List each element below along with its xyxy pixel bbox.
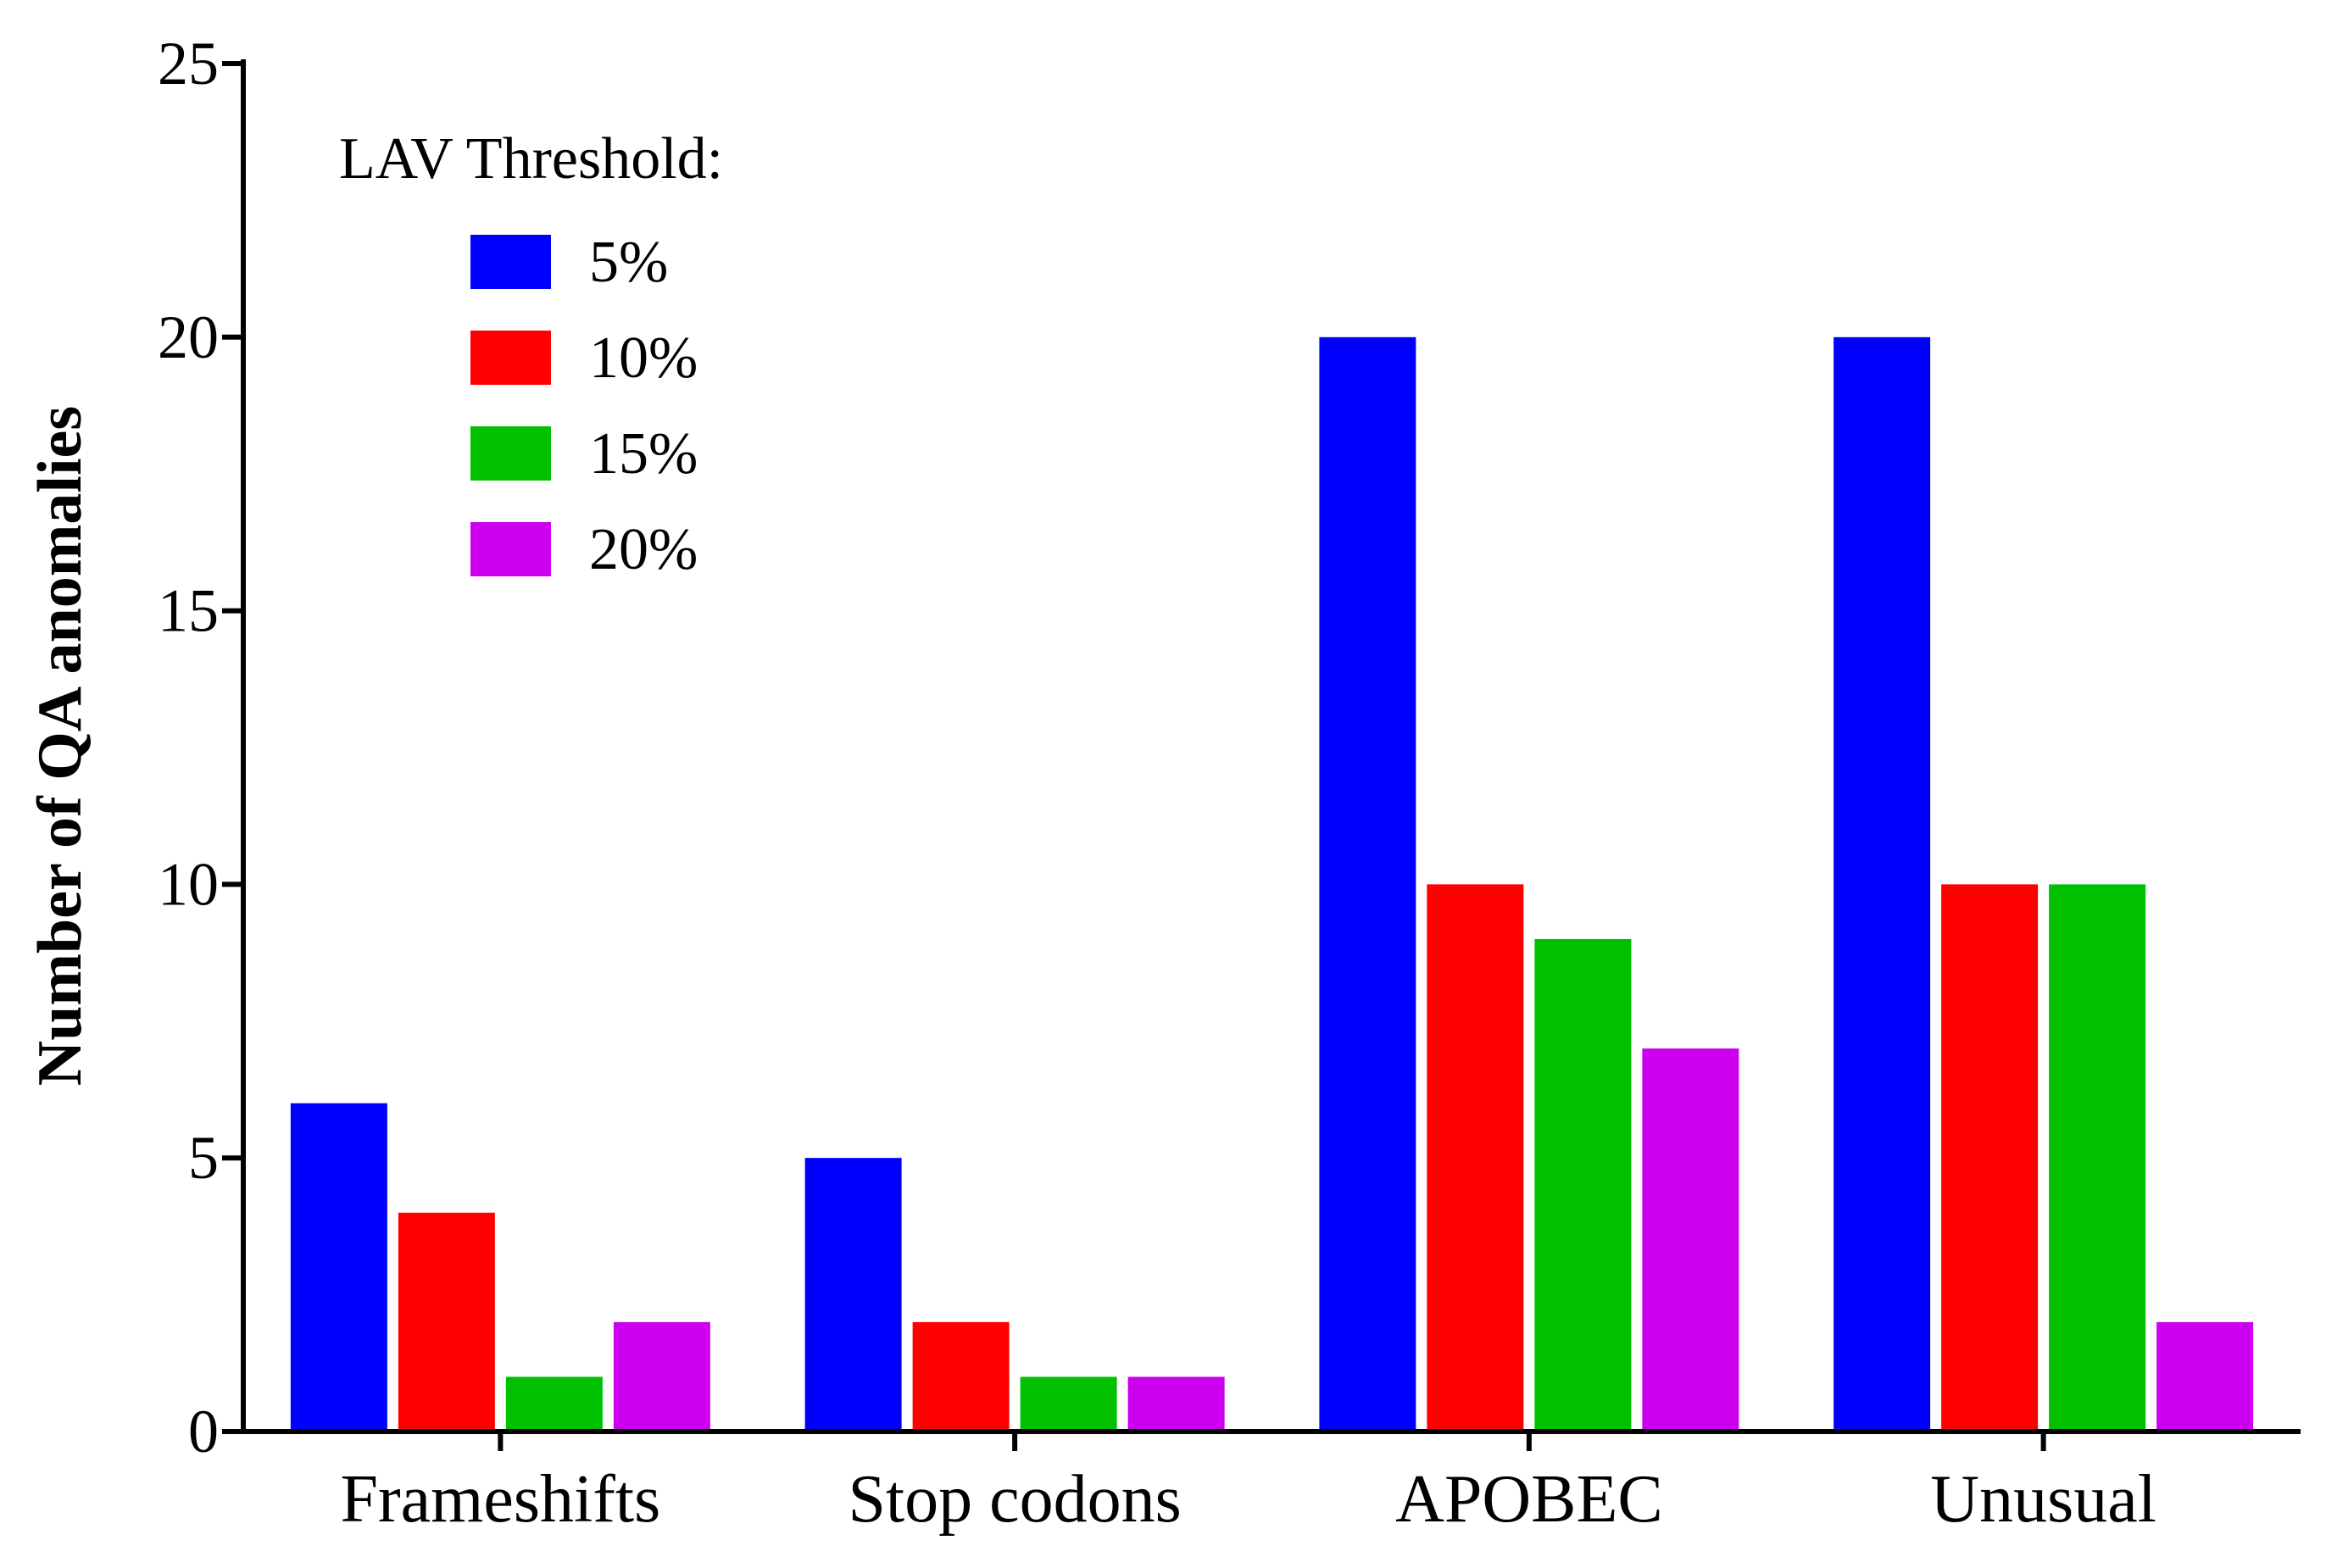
y-tick-label: 20 <box>158 303 219 371</box>
bars-layer <box>290 336 2254 1432</box>
legend-swatch <box>470 522 551 576</box>
legend-label: 15% <box>589 421 698 487</box>
legend-swatch <box>470 426 551 481</box>
y-tick-label: 0 <box>188 1398 219 1465</box>
legend: LAV Threshold: 5% 10% 15% 20% <box>339 126 723 582</box>
bar-unusual-20pct <box>2156 1321 2254 1432</box>
bar-apobec-20pct <box>1642 1048 1739 1432</box>
x-tick-label: Unusual <box>1930 1462 2156 1537</box>
bar-stop-codons-15pct <box>1020 1376 1117 1432</box>
bar-unusual-15pct <box>2049 884 2146 1432</box>
bar-apobec-10pct <box>1427 884 1524 1432</box>
legend-swatch <box>470 331 551 385</box>
legend-title: LAV Threshold: <box>339 126 723 192</box>
axes-layer <box>241 59 2301 1434</box>
y-ticks: 0 5 10 15 20 25 <box>158 30 243 1465</box>
legend-swatch <box>470 235 551 289</box>
bar-stop-codons-20pct <box>1127 1376 1225 1432</box>
bar-frameshifts-10pct <box>398 1212 495 1432</box>
x-tick-label: Frameshifts <box>341 1462 661 1537</box>
x-tick-label: Stop codons <box>848 1462 1181 1537</box>
x-ticks: Frameshifts Stop codons APOBEC Unusual <box>341 1432 2156 1537</box>
legend-label: 20% <box>589 517 698 582</box>
bar-frameshifts-15pct <box>505 1376 603 1432</box>
bar-stop-codons-5pct <box>804 1158 902 1432</box>
bar-frameshifts-20pct <box>613 1321 710 1432</box>
bar-apobec-15pct <box>1534 938 1632 1432</box>
legend-items: 5% 10% 15% 20% <box>470 230 698 582</box>
y-tick-label: 25 <box>158 30 219 97</box>
y-tick-label: 10 <box>158 850 219 918</box>
bar-stop-codons-10pct <box>912 1321 1010 1432</box>
bar-apobec-5pct <box>1319 336 1416 1432</box>
legend-label: 10% <box>589 325 698 391</box>
bar-unusual-10pct <box>1941 884 2039 1432</box>
bar-unusual-5pct <box>1834 336 1931 1432</box>
y-tick-label: 15 <box>158 577 219 645</box>
x-tick-label: APOBEC <box>1395 1462 1663 1537</box>
bar-frameshifts-5pct <box>290 1103 387 1432</box>
legend-label: 5% <box>589 230 668 295</box>
y-axis-label: Number of QA anomalies <box>25 406 95 1086</box>
y-tick-label: 5 <box>188 1124 219 1192</box>
